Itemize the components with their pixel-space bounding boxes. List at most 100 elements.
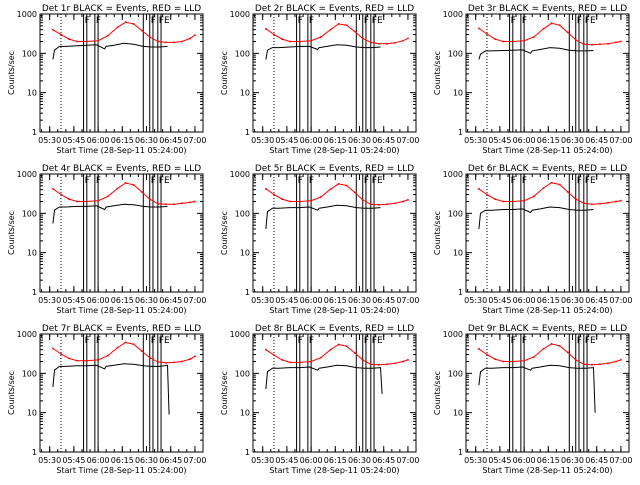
panel-title: Det 4r BLACK = Events, RED = LLD (42, 164, 201, 174)
flare-marker-label: F (577, 16, 582, 26)
x-tick-label: 05:30 (464, 296, 487, 305)
lld-point (173, 41, 175, 44)
lld-point (583, 202, 585, 205)
y-tick-label: 10 (240, 249, 250, 258)
lld-series-line (52, 341, 196, 364)
events-series-line (478, 47, 594, 60)
lld-point (194, 355, 196, 358)
lld-point (319, 36, 322, 38)
x-tick-label: 06:30 (561, 296, 584, 305)
x-tick-label: 06:30 (135, 296, 158, 305)
lld-point (148, 36, 151, 38)
x-tick-label: 06:15 (537, 136, 560, 145)
flare-marker-label: F (151, 336, 156, 346)
lld-point (607, 362, 609, 365)
events-series-line (52, 203, 168, 224)
panel-title: Det 6r BLACK = Events, RED = LLD (468, 164, 627, 174)
panel-title: Det 5r BLACK = Events, RED = LLD (255, 164, 414, 174)
y-tick-label: 100 (448, 369, 463, 378)
x-tick-label: 06:00 (300, 456, 323, 465)
lld-point (574, 39, 577, 41)
plot-frame (465, 173, 630, 293)
lld-point (273, 193, 275, 196)
x-tick-label: 07:00 (396, 296, 419, 305)
x-axis-label: Start Time (28-Sep-11 05:24:00) (482, 466, 612, 475)
y-tick-label: 10 (453, 249, 463, 258)
x-tick-label: 07:00 (183, 456, 206, 465)
lld-point (615, 41, 617, 44)
lld-point (345, 184, 348, 187)
lld-point (68, 198, 70, 200)
lld-point (310, 199, 312, 202)
plot-frame (252, 173, 417, 293)
lld-point (116, 26, 119, 29)
x-tick-label: 06:45 (585, 136, 608, 145)
y-tick-label: 1 (32, 288, 37, 297)
x-tick-label: 07:00 (396, 456, 419, 465)
flare-marker-label: FE (372, 336, 383, 346)
lld-point (615, 200, 617, 203)
flare-marker-label: F (522, 16, 527, 26)
lld-point (394, 362, 396, 365)
lld-point (558, 345, 561, 347)
lld-point (512, 360, 514, 363)
x-tick-label: 06:15 (324, 456, 347, 465)
lld-point (106, 354, 109, 357)
lld-point (345, 24, 348, 26)
lld-point (194, 34, 196, 36)
y-tick-label: 10 (453, 89, 463, 98)
lld-point (181, 360, 183, 363)
lld-point (402, 360, 404, 363)
x-tick-label: 06:45 (372, 296, 395, 305)
lld-point (599, 43, 601, 46)
events-series-line (265, 204, 381, 230)
x-tick-label: 05:30 (38, 456, 61, 465)
lld-point (402, 200, 404, 203)
events-series-line (52, 42, 168, 60)
x-tick-label: 06:30 (348, 296, 371, 305)
lld-point (502, 40, 504, 43)
panel-title: Det 9r BLACK = Events, RED = LLD (468, 324, 627, 334)
x-tick-label: 05:30 (251, 136, 274, 145)
y-axis-label: Counts/sec (7, 51, 16, 95)
x-tick-label: 07:00 (396, 136, 419, 145)
y-tick-label: 100 (448, 209, 463, 218)
lld-point (68, 38, 70, 40)
flare-marker-label: F (298, 176, 303, 186)
x-axis-label: Start Time (28-Sep-11 05:24:00) (269, 146, 399, 155)
y-axis-label: Counts/sec (7, 211, 16, 255)
lld-point (378, 363, 380, 366)
y-tick-label: 1000 (230, 330, 250, 339)
x-tick-label: 06:30 (561, 136, 584, 145)
lld-point (558, 24, 561, 26)
lld-series-line (478, 182, 621, 205)
lld-point (52, 347, 54, 350)
lld-point (532, 356, 535, 358)
lld-point (558, 183, 561, 186)
x-tick-label: 06:45 (159, 456, 182, 465)
plot-frame (252, 13, 417, 133)
x-tick-label: 06:15 (111, 456, 134, 465)
panel-title: Det 3r BLACK = Events, RED = LLD (468, 4, 627, 14)
x-tick-label: 05:45 (62, 456, 85, 465)
lld-point (345, 345, 348, 347)
events-series-line (52, 363, 170, 415)
events-series-line (478, 364, 596, 413)
lld-point (86, 40, 88, 43)
y-tick-label: 10 (27, 249, 37, 258)
x-tick-label: 05:30 (251, 456, 274, 465)
detector-panel: Det 9r BLACK = Events, RED = LLD 1 10 100 10… (433, 324, 632, 475)
x-axis-label: Start Time (28-Sep-11 05:24:00) (56, 146, 186, 155)
plot-frame (39, 13, 204, 133)
y-tick-label: 1000 (443, 10, 463, 19)
panel-title: Det 1r BLACK = Events, RED = LLD (42, 4, 201, 14)
x-tick-label: 06:30 (561, 456, 584, 465)
y-tick-label: 100 (22, 369, 37, 378)
flare-marker-label: F (364, 336, 369, 346)
x-tick-label: 06:00 (300, 136, 323, 145)
lld-point (494, 198, 496, 200)
lld-series-line (478, 343, 622, 366)
lld-point (265, 28, 267, 30)
lld-point (523, 199, 525, 202)
lld-point (542, 348, 545, 350)
